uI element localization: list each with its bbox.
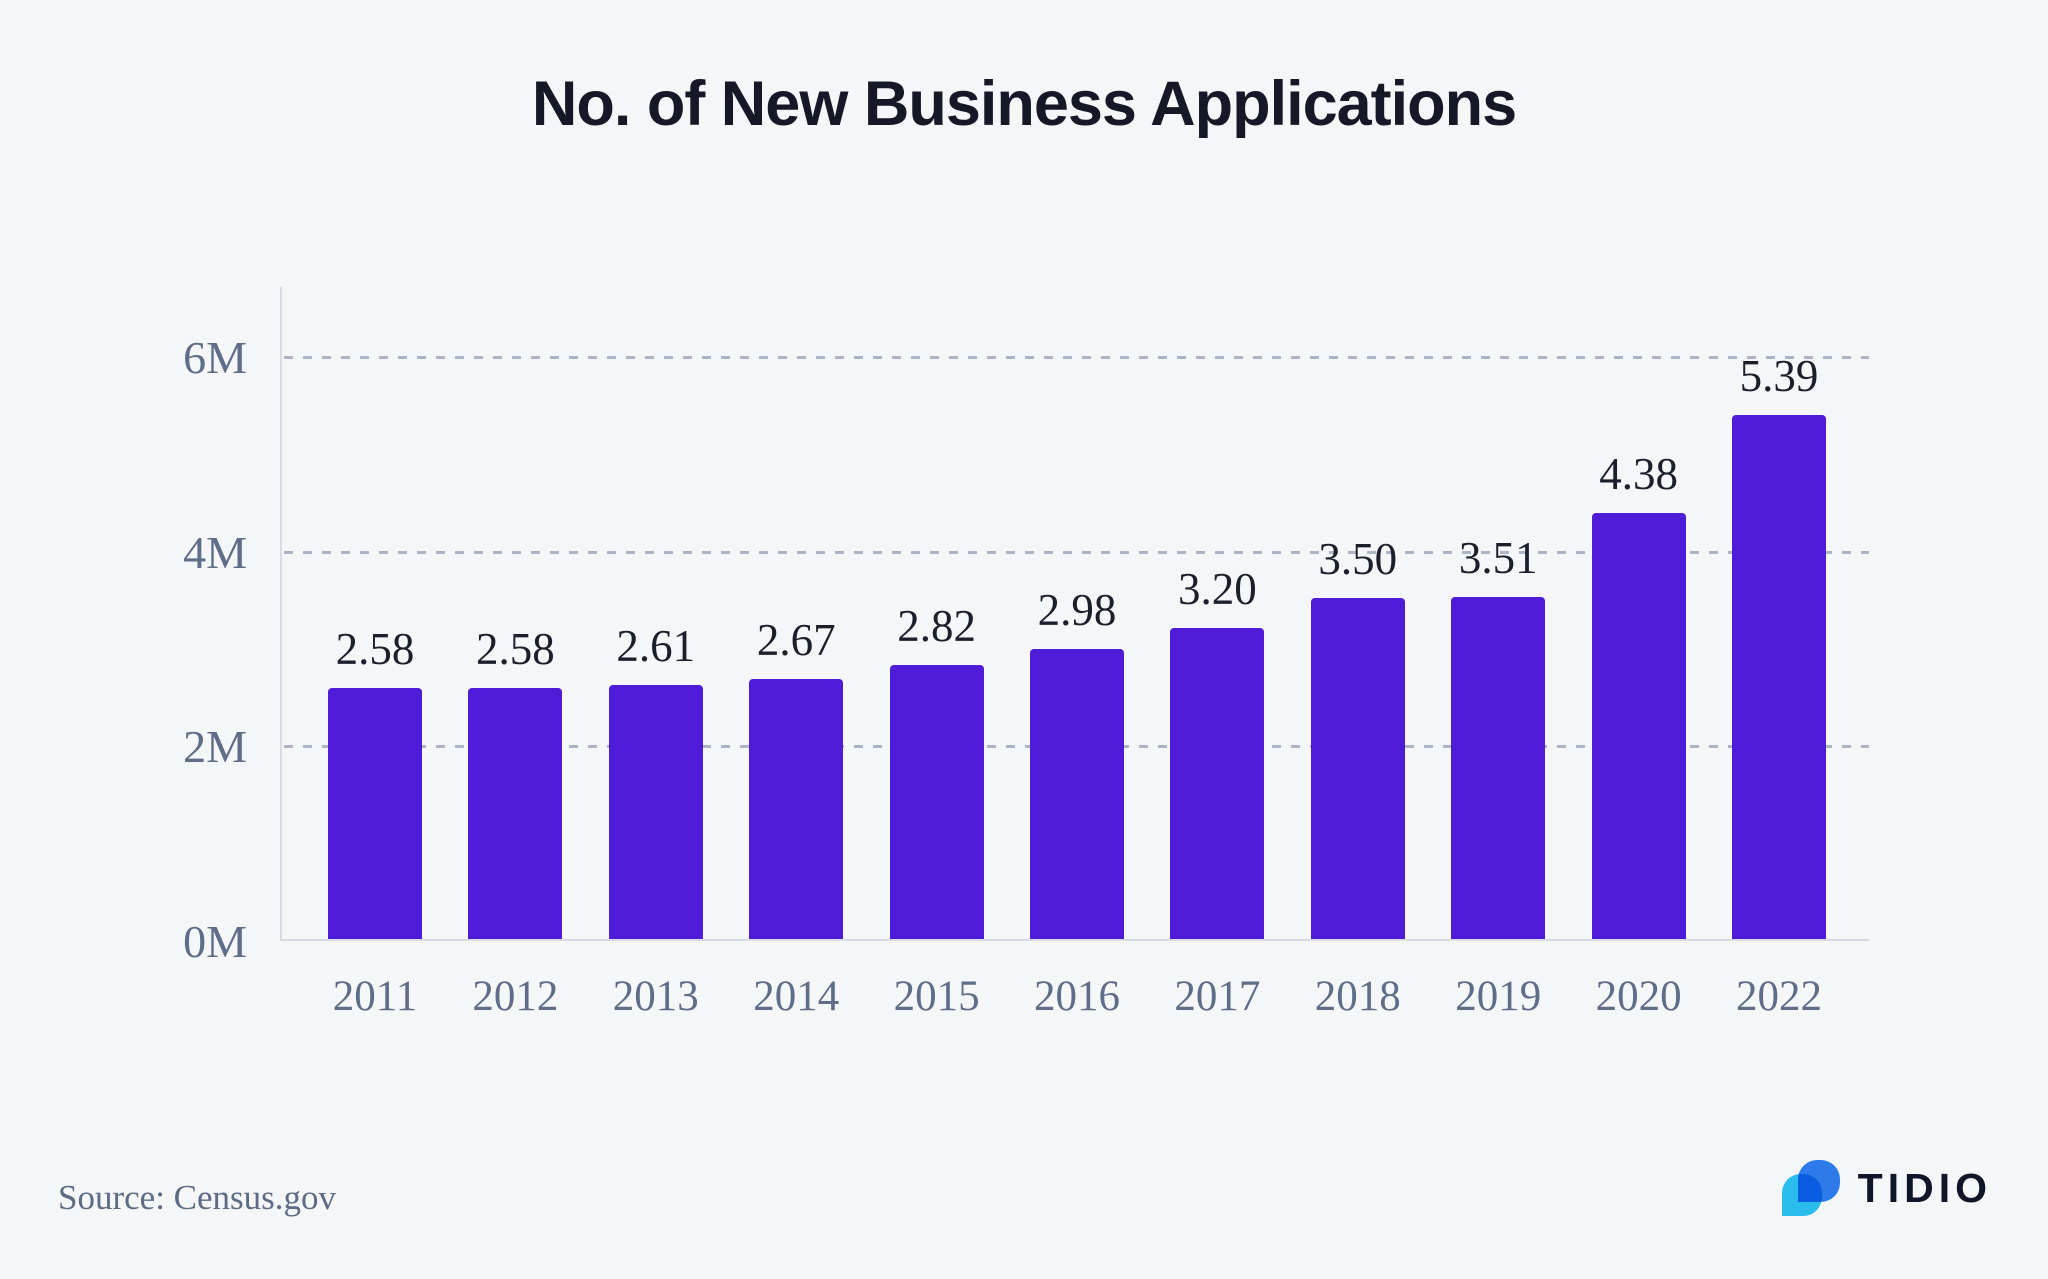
bar-2011: [328, 687, 422, 939]
bar-2013: [608, 685, 703, 939]
x-axis-label-2022: 2022: [1736, 973, 1822, 1020]
x-axis-label-2016: 2016: [1034, 973, 1120, 1020]
y-axis-line: [280, 287, 282, 941]
bar-2015: [889, 664, 984, 939]
tidio-bubble-blue-icon: [1797, 1160, 1840, 1202]
y-axis-label-0M: 0M: [183, 916, 247, 967]
plot-area: 2.58 2011 2.58 2012 2.61 2013 2.67 2014 2.82 2015…: [280, 287, 1869, 1018]
x-axis-label-2018: 2018: [1314, 973, 1401, 1020]
bar-value-label-2018: 3.50: [1318, 534, 1398, 585]
bar-value-label-2014: 2.67: [756, 615, 836, 666]
x-axis-label-2015: 2015: [893, 973, 980, 1020]
tidio-wordmark: TIDIO: [1857, 1164, 1992, 1211]
x-axis-label-2017: 2017: [1174, 973, 1261, 1020]
bar-2014: [749, 679, 844, 939]
y-axis-label-4M: 4M: [183, 526, 247, 578]
bar-value-label-2011: 2.58: [335, 623, 415, 674]
tidio-logo: TIDIO: [1781, 1160, 1992, 1216]
x-axis-label-2012: 2012: [472, 973, 559, 1020]
x-axis-label-2013: 2013: [612, 973, 699, 1020]
bar-value-label-2013: 2.61: [616, 621, 696, 672]
bar-value-label-2017: 3.20: [1178, 563, 1257, 614]
x-axis-label-2014: 2014: [753, 973, 840, 1020]
bar-2016: [1030, 649, 1124, 939]
x-axis-label-2020: 2020: [1595, 973, 1682, 1020]
tidio-chat-bubbles-icon: [1781, 1160, 1840, 1216]
y-axis: 0M 2M 4M 6M: [0, 287, 247, 965]
y-axis-label-2M: 2M: [183, 721, 247, 773]
bar-value-label-2012: 2.58: [476, 623, 555, 674]
x-axis-label-2011: 2011: [332, 973, 418, 1020]
bar-2017: [1170, 627, 1265, 939]
gridline-4M: [284, 550, 1869, 554]
x-axis-line: [280, 939, 1869, 941]
bar-value-label-2020: 4.38: [1599, 448, 1678, 499]
bar-value-label-2019: 3.51: [1458, 533, 1538, 584]
y-axis-label-6M: 6M: [183, 332, 247, 384]
bar-2019: [1451, 597, 1546, 939]
gridline-6M: [284, 356, 1869, 360]
bar-2022: [1732, 414, 1826, 939]
chart-title: No. of New Business Applications: [531, 69, 1517, 139]
bar-value-label-2015: 2.82: [897, 600, 976, 651]
bar-2012: [468, 687, 563, 939]
x-axis-label-2019: 2019: [1455, 973, 1542, 1020]
source-note: Source: Census.gov: [58, 1178, 337, 1217]
bar-value-label-2016: 2.98: [1037, 585, 1117, 636]
bar-value-label-2022: 5.39: [1739, 350, 1819, 401]
bar-2020: [1591, 512, 1686, 939]
bar-2018: [1310, 598, 1405, 939]
